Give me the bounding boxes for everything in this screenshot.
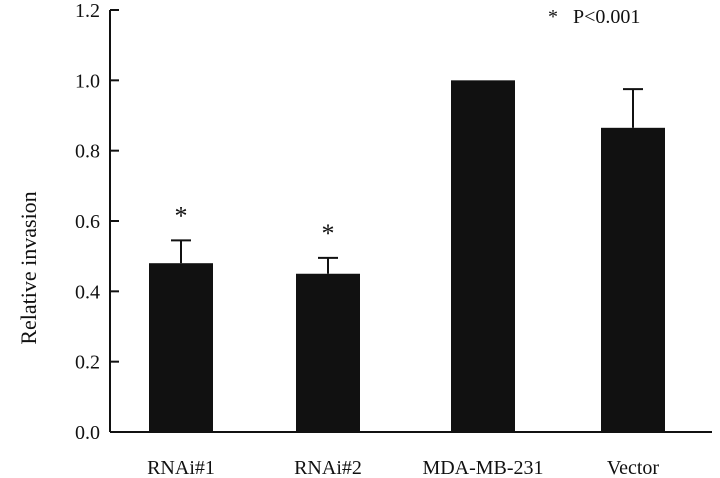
bar [601,127,665,432]
x-tick-label: Vector [607,457,660,478]
y-tick-label: 1.2 [75,0,100,22]
y-tick-label: 0.0 [75,422,100,444]
x-axis-labels: RNAi#1 RNAi#2 MDA-MB-231 Vector [147,457,659,478]
x-tick-label: MDA-MB-231 [422,457,543,478]
y-tick-label: 0.8 [75,141,100,163]
y-tick-label: 1.0 [75,70,100,92]
bar [296,273,360,432]
y-tick-label: 0.4 [75,281,100,303]
y-axis-label: Relative invasion [16,191,41,344]
bar [149,263,213,432]
significance-marker: * [322,219,335,248]
bars-group: ** [149,80,665,432]
x-tick-label: RNAi#2 [294,457,362,478]
x-tick-label: RNAi#1 [147,457,215,478]
bar [451,80,515,432]
significance-annotation: * P<0.001 [548,6,640,28]
y-tick-label: 0.2 [75,352,100,374]
significance-marker: * [175,201,188,230]
y-axis-ticks: 0.0 0.2 0.4 0.6 0.8 1.0 1.2 [75,0,119,444]
y-tick-label: 0.6 [75,211,100,233]
